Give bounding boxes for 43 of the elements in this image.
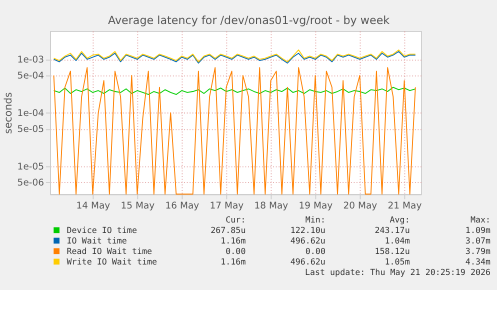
x-tick-label: 15 May xyxy=(120,200,156,212)
text: 1.09m xyxy=(465,224,491,235)
text: 1.04m xyxy=(384,235,410,246)
text: Last update: Thu May 21 20:25:19 2026 xyxy=(304,266,491,277)
y-tick-label: 5e-04 xyxy=(17,70,44,82)
line-series xyxy=(53,86,416,95)
chart-title: Average latency for /dev/onas01-vg/root - by week xyxy=(108,14,390,27)
text: 1.16m xyxy=(220,256,246,266)
y-axis-title: seconds xyxy=(4,92,15,134)
text: 496.62u xyxy=(290,256,326,266)
legend-label: Device IO time xyxy=(66,224,137,235)
text: Min: xyxy=(305,214,326,224)
text: 0.00 xyxy=(226,246,246,256)
x-tick-label: 16 May xyxy=(165,200,200,212)
text: 122.10u xyxy=(290,224,326,235)
text: 243.17u xyxy=(374,224,410,235)
text: 3.07m xyxy=(465,235,491,246)
x-tick-label: 17 May xyxy=(210,200,244,212)
text: 1.05m xyxy=(384,256,410,266)
y-tick-label: 1e-04 xyxy=(17,108,44,120)
text: 267.85u xyxy=(210,224,246,235)
legend-label: IO Wait time xyxy=(66,235,127,246)
y-tick-label: 5e-06 xyxy=(17,178,44,189)
line-series xyxy=(53,67,416,195)
y-tick-label: 5e-05 xyxy=(17,124,44,136)
legend-label: Read IO Wait time xyxy=(66,246,152,256)
x-tick-label: 20 May xyxy=(343,200,378,212)
text: Avg: xyxy=(390,214,410,224)
x-tick-label: 18 May xyxy=(254,200,289,212)
text: 1.16m xyxy=(220,235,246,246)
text: 4.34m xyxy=(465,256,491,266)
text: 158.12u xyxy=(374,246,410,256)
y-tick-label: 1e-03 xyxy=(17,54,44,66)
text: 3.79m xyxy=(465,246,491,256)
x-tick-label: 21 May xyxy=(388,200,422,212)
text: 0.00 xyxy=(305,246,326,256)
x-tick-label: 14 May xyxy=(76,200,111,212)
x-tick-label: 19 May xyxy=(298,200,334,212)
text: Max: xyxy=(470,214,491,224)
text: Cur: xyxy=(226,214,246,224)
y-tick-label: 1e-05 xyxy=(17,161,44,172)
legend-label: Write IO Wait time xyxy=(66,256,158,266)
text: 496.62u xyxy=(290,235,326,246)
